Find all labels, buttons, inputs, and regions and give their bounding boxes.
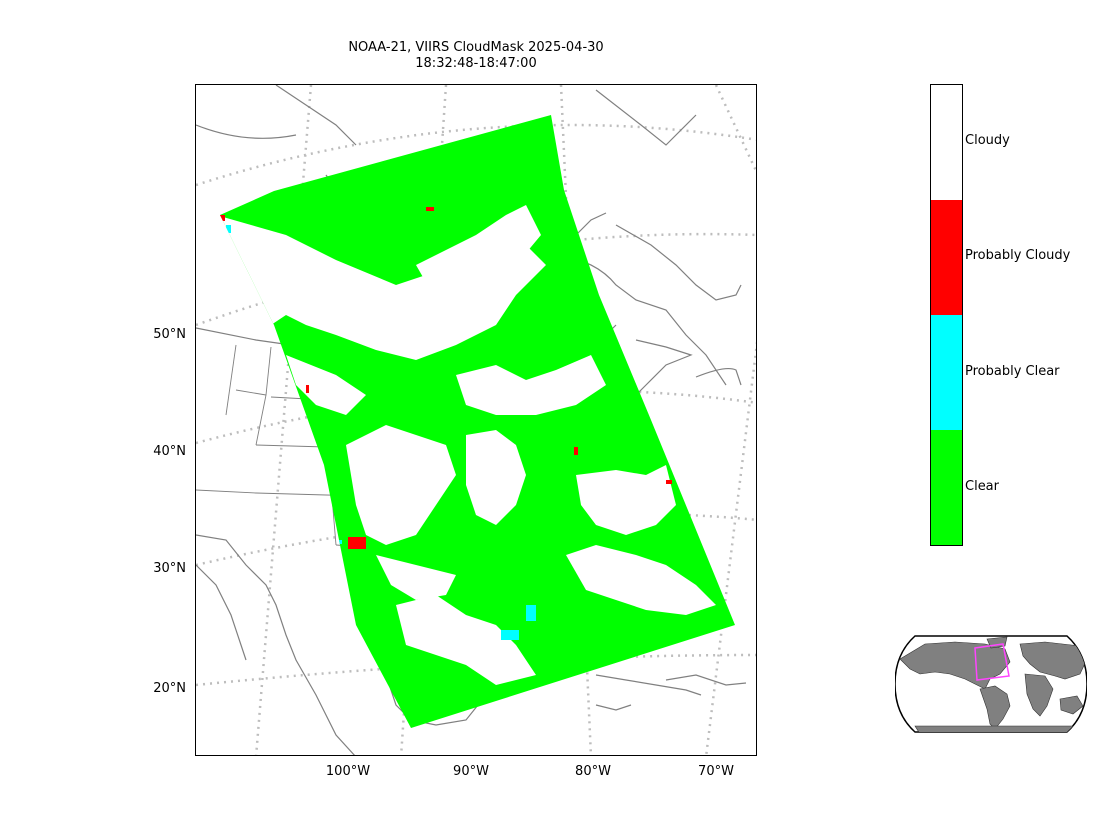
main-map: [195, 84, 757, 756]
colorbar-cloudy: [931, 85, 962, 200]
probably-cloudy-areas: [220, 207, 672, 549]
cloudmask-swath: [220, 115, 735, 728]
colorbar-probably-cloudy: [931, 200, 962, 315]
lon-label-90w: 90°W: [453, 764, 489, 779]
colorbar-clear: [931, 430, 962, 545]
colorbar-probably-clear: [931, 315, 962, 430]
inset-world-map: [894, 634, 1088, 734]
map-title: NOAA-21, VIIRS CloudMask 2025-04-30 18:3…: [195, 40, 757, 72]
lat-label-50n: 50°N: [153, 327, 186, 342]
legend-label-clear: Clear: [965, 479, 999, 494]
legend-label-cloudy: Cloudy: [965, 133, 1010, 148]
legend-label-probably-cloudy: Probably Cloudy: [965, 248, 1071, 263]
inset-continents: [899, 636, 1087, 732]
lon-label-80w: 80°W: [575, 764, 611, 779]
lat-label-20n: 20°N: [153, 681, 186, 696]
lat-label-40n: 40°N: [153, 444, 186, 459]
map-canvas: [196, 85, 756, 755]
title-line-2: 18:32:48-18:47:00: [415, 56, 537, 71]
legend-label-probably-clear: Probably Clear: [965, 364, 1060, 379]
lat-label-30n: 30°N: [153, 561, 186, 576]
inset-swath-outline: [974, 643, 1010, 681]
inset-world-svg: [894, 635, 1088, 733]
lon-label-100w: 100°W: [325, 764, 371, 779]
title-line-1: NOAA-21, VIIRS CloudMask 2025-04-30: [348, 40, 604, 55]
colorbar: [930, 84, 963, 546]
cloudy-areas: [220, 205, 716, 685]
lon-label-70w: 70°W: [698, 764, 734, 779]
